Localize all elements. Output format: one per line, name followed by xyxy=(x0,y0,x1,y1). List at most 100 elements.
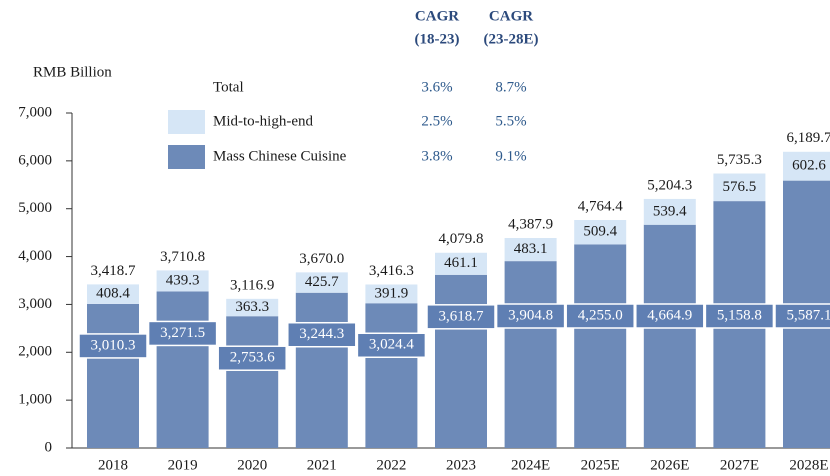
total-label: 4,387.9 xyxy=(508,216,553,232)
x-tick-label: 2019 xyxy=(168,457,198,473)
x-tick-label: 2024E xyxy=(511,457,550,473)
data-label: 3,904.8 xyxy=(508,307,553,323)
data-label: 4,664.9 xyxy=(647,307,692,323)
data-label: 3,010.3 xyxy=(91,337,136,353)
data-label: 5,587.1 xyxy=(787,307,830,323)
data-label: 602.6 xyxy=(792,158,826,174)
cagr-header: (23-28E) xyxy=(484,31,539,47)
y-tick-label: 3,000 xyxy=(18,296,52,312)
x-tick-label: 2026E xyxy=(650,457,689,473)
bar-segment xyxy=(87,284,139,304)
bar-segment xyxy=(365,303,418,448)
x-tick-label: 2021 xyxy=(307,457,337,473)
y-tick-label: 6,000 xyxy=(18,152,52,168)
y-tick-label: 4,000 xyxy=(18,248,52,264)
total-label: 6,189.7 xyxy=(787,130,830,146)
label-box xyxy=(495,303,566,329)
label-box xyxy=(426,304,496,330)
cagr-value: 5.5% xyxy=(495,113,526,129)
data-label: 539.4 xyxy=(653,203,687,219)
label-box xyxy=(217,345,287,371)
x-tick-label: 2018 xyxy=(98,457,128,473)
total-label: 3,418.7 xyxy=(91,263,137,279)
bar-segment xyxy=(295,272,348,293)
label-box xyxy=(635,303,705,329)
y-tick-label: 2,000 xyxy=(18,344,52,360)
total-label: 5,204.3 xyxy=(647,177,692,193)
cagr-header: CAGR xyxy=(415,8,459,24)
data-label: 3,244.3 xyxy=(299,326,344,342)
bar-segment xyxy=(504,238,557,262)
bar-segment xyxy=(643,198,696,225)
data-label: 425.7 xyxy=(305,274,339,290)
y-axis-label: RMB Billion xyxy=(33,64,112,80)
data-label: 3,271.5 xyxy=(160,325,205,341)
y-tick-label: 1,000 xyxy=(18,392,52,408)
data-label: 2,753.6 xyxy=(230,350,276,366)
bar-segment xyxy=(87,303,139,448)
cagr-value: 3.8% xyxy=(421,148,452,164)
total-label: 4,079.8 xyxy=(439,231,484,247)
data-label: 4,255.0 xyxy=(578,307,623,323)
data-label: 439.3 xyxy=(166,272,200,288)
cagr-value: 2.5% xyxy=(421,113,452,129)
bar-segment xyxy=(226,316,279,448)
x-tick-label: 2023 xyxy=(446,457,476,473)
total-label: 3,116.9 xyxy=(230,277,274,293)
y-tick-label: 7,000 xyxy=(18,104,52,120)
label-box xyxy=(78,333,148,359)
bar-segment xyxy=(435,274,487,448)
cagr-value: 3.6% xyxy=(421,79,452,95)
bar-segment xyxy=(574,219,627,245)
y-tick-label: 5,000 xyxy=(18,200,52,216)
legend-label: Mass Chinese Cuisine xyxy=(213,148,347,164)
bar-segment xyxy=(226,298,279,317)
bar-segment xyxy=(643,224,696,448)
bar-segment xyxy=(156,291,209,448)
data-label: 5,158.8 xyxy=(717,307,762,323)
x-tick-label: 2028E xyxy=(789,457,828,473)
data-label: 408.4 xyxy=(96,286,130,302)
data-label: 3,024.4 xyxy=(369,337,415,353)
cagr-header: (18-23) xyxy=(415,31,460,47)
legend-label: Mid-to-high-end xyxy=(213,113,313,129)
x-tick-label: 2025E xyxy=(581,457,620,473)
y-tick-label: 0 xyxy=(45,439,53,455)
data-label: 391.9 xyxy=(375,285,409,301)
cagr-value: 9.1% xyxy=(495,148,526,164)
total-label: 3,710.8 xyxy=(160,249,205,265)
data-label: 576.5 xyxy=(723,179,757,195)
label-box xyxy=(287,321,357,348)
data-label: 483.1 xyxy=(514,241,548,257)
cagr-value: 8.7% xyxy=(495,79,526,95)
legend-swatch xyxy=(168,145,205,169)
data-label: 461.1 xyxy=(444,255,478,271)
x-tick-label: 2020 xyxy=(237,457,267,473)
bar-segment xyxy=(504,261,557,448)
label-box xyxy=(704,303,775,329)
legend-swatch xyxy=(168,110,205,134)
total-label: 5,735.3 xyxy=(717,152,762,168)
label-box xyxy=(356,332,427,359)
bar-segment xyxy=(295,292,348,448)
data-label: 3,618.7 xyxy=(439,308,485,324)
legend-label: Total xyxy=(213,79,244,95)
bar-segment xyxy=(365,284,418,304)
total-label: 3,416.3 xyxy=(369,263,414,279)
bar-segment xyxy=(783,151,830,181)
data-label: 509.4 xyxy=(583,224,617,240)
bar-segment xyxy=(435,252,487,275)
data-label: 363.3 xyxy=(235,299,269,315)
label-box xyxy=(565,303,635,329)
x-tick-label: 2022 xyxy=(376,457,406,473)
bar-segment xyxy=(574,244,627,448)
label-box xyxy=(147,320,218,347)
bar-segment xyxy=(713,173,766,202)
x-tick-label: 2027E xyxy=(720,457,759,473)
total-label: 4,764.4 xyxy=(578,198,624,214)
cagr-header: CAGR xyxy=(489,8,533,24)
bar-segment xyxy=(156,270,209,292)
label-box xyxy=(774,303,830,329)
total-label: 3,670.0 xyxy=(299,251,344,267)
